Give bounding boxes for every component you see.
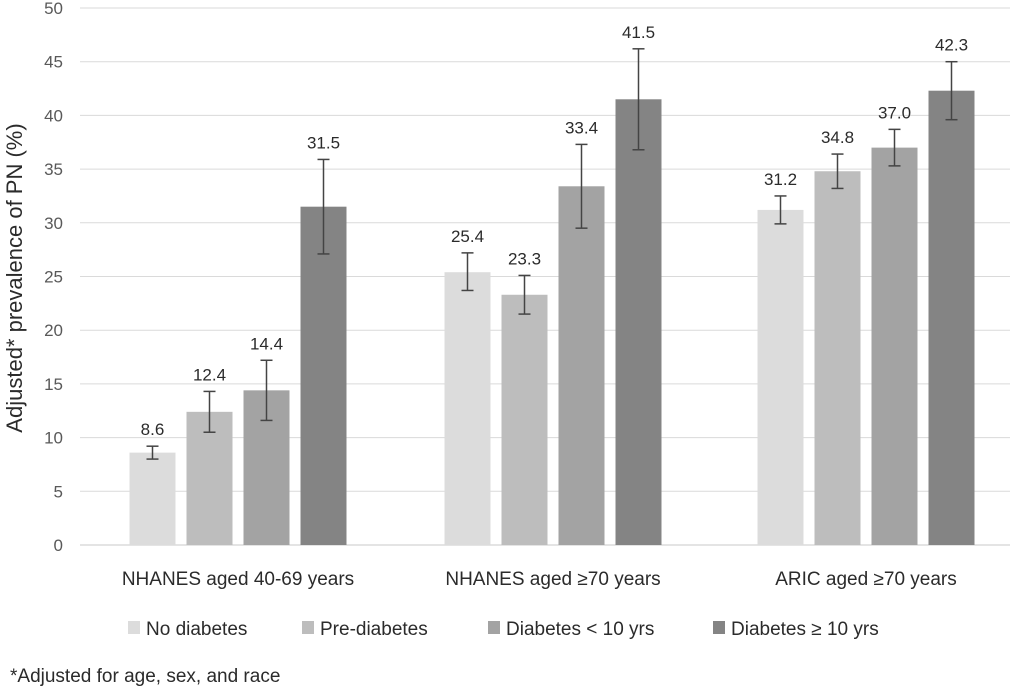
data-label: 8.6 [141,420,165,439]
data-label: 25.4 [451,227,484,246]
y-tick-label: 45 [44,53,63,72]
bar [558,186,605,545]
bar [814,171,861,546]
y-tick-label: 15 [44,375,63,394]
legend-item: Diabetes < 10 yrs [488,619,654,640]
x-axis-categories: NHANES aged 40-69 years NHANES aged ≥70 y… [122,569,957,590]
bar [129,452,176,545]
data-label: 41.5 [622,23,655,42]
data-label: 33.4 [565,118,598,137]
error-bar [518,274,531,315]
y-tick-label: 10 [44,429,63,448]
bars [129,90,975,546]
bar [615,99,662,545]
legend-label: Diabetes < 10 yrs [506,619,654,640]
data-label: 42.3 [935,36,968,55]
legend-swatch [128,621,140,634]
y-axis-title: Adjusted* prevalence of PN (%) [2,123,27,432]
error-bar [632,48,645,151]
bar [300,206,347,545]
bar-chart: 0 5 10 15 20 25 30 35 40 45 50 8.6 12.4 14.4 31.5 25.4… [2,0,1010,640]
data-label: 23.3 [508,249,541,268]
bar [186,411,233,545]
error-bar [260,359,273,422]
y-tick-label: 0 [54,536,63,555]
legend-item: Pre-diabetes [302,619,428,640]
data-label: 31.2 [764,170,797,189]
error-bar [461,252,474,292]
bar [501,294,548,545]
error-bar [317,158,330,255]
y-tick-label: 30 [44,214,63,233]
error-bar [774,195,787,225]
y-tick-label: 35 [44,160,63,179]
x-category-label: NHANES aged 40-69 years [122,569,354,590]
footnote: *Adjusted for age, sex, and race [10,666,281,687]
data-label: 37.0 [878,103,911,122]
y-tick-label: 5 [54,482,63,501]
legend-item: Diabetes ≥ 10 yrs [713,619,879,640]
legend-label: Diabetes ≥ 10 yrs [731,619,879,640]
legend-swatch [488,621,500,634]
y-axis-ticks: 0 5 10 15 20 25 30 35 40 45 50 [44,0,63,555]
legend-swatch [713,621,725,634]
y-tick-label: 20 [44,321,63,340]
legend-label: No diabetes [146,619,247,640]
error-bar [146,445,159,460]
legend-swatch [302,621,314,634]
y-tick-label: 25 [44,268,63,287]
x-category-label: ARIC aged ≥70 years [775,569,957,590]
bar [928,90,975,545]
bar [871,147,918,545]
legend-label: Pre-diabetes [320,619,428,640]
error-bar [888,128,901,167]
data-label: 34.8 [821,128,854,147]
data-label: 12.4 [193,365,226,384]
error-bars [146,48,958,460]
bar [757,209,804,546]
bar [444,272,491,545]
y-tick-label: 50 [44,0,63,18]
data-labels: 8.6 12.4 14.4 31.5 25.4 23.3 33.4 41.5 31.2 34.8 3… [141,23,968,439]
x-category-label: NHANES aged ≥70 years [445,569,660,590]
y-tick-label: 40 [44,106,63,125]
error-bar [945,60,958,121]
legend-item: No diabetes [128,619,247,640]
legend: No diabetes Pre-diabetes Diabetes < 10 yrs… [128,619,879,640]
data-label: 31.5 [307,133,340,152]
error-bar [575,143,588,229]
error-bar [203,390,216,433]
error-bar [831,153,844,190]
data-label: 14.4 [250,334,283,353]
